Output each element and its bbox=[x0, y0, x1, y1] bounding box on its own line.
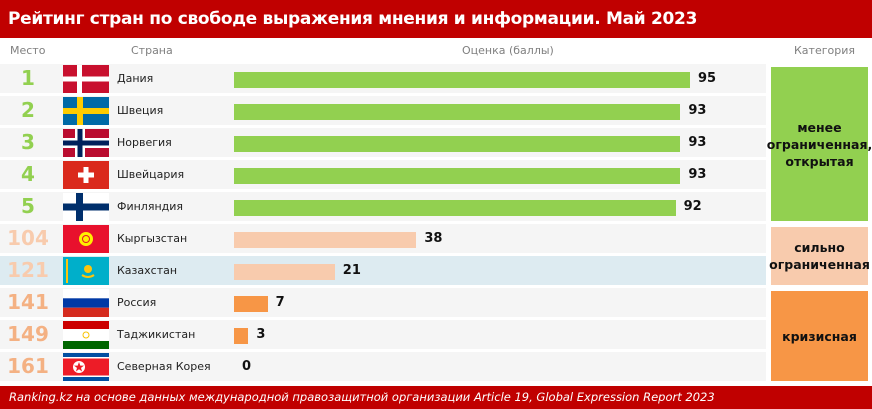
table-row: 149 Таджикистан 3 bbox=[0, 320, 766, 349]
table-row: 2 Швеция 93 bbox=[0, 96, 766, 125]
denmark-flag-icon bbox=[63, 65, 109, 93]
country-name: Россия bbox=[117, 296, 157, 309]
score-bar bbox=[234, 72, 690, 88]
header-rank: Место bbox=[10, 44, 46, 57]
country-name: Норвегия bbox=[117, 136, 172, 149]
country-name: Казахстан bbox=[117, 264, 178, 277]
switzerland-flag-icon bbox=[63, 161, 109, 189]
header-country: Страна bbox=[131, 44, 173, 57]
score-bar bbox=[234, 328, 249, 344]
sweden-flag-icon bbox=[63, 97, 109, 125]
score-value: 3 bbox=[256, 327, 266, 342]
russia-flag-icon bbox=[63, 289, 109, 317]
table-row: 5 Финляндия 92 bbox=[0, 192, 766, 221]
category-open: менее ограниченная, открытая bbox=[767, 67, 872, 221]
category-label: менее ограниченная, открытая bbox=[766, 119, 872, 169]
table-row: 1 Дания 95 bbox=[0, 64, 766, 93]
score-value: 95 bbox=[698, 71, 717, 86]
score-value: 93 bbox=[688, 135, 707, 150]
rank: 3 bbox=[21, 130, 35, 154]
country-name: Северная Корея bbox=[117, 360, 211, 373]
score-bar bbox=[234, 232, 417, 248]
rank: 104 bbox=[7, 226, 49, 250]
score-bar bbox=[234, 296, 268, 312]
header-category: Категория bbox=[794, 44, 855, 57]
page-title: Рейтинг стран по свободе выражения мнени… bbox=[0, 0, 872, 38]
rank: 1 bbox=[21, 66, 35, 90]
finland-flag-icon bbox=[63, 193, 109, 221]
table-row: 3 Норвегия 93 bbox=[0, 128, 766, 157]
score-value: 38 bbox=[424, 231, 443, 246]
score-bar bbox=[234, 104, 681, 120]
category-label: кризисная bbox=[782, 328, 857, 344]
country-name: Таджикистан bbox=[117, 328, 196, 341]
table-row: 161 Северная Корея 0 bbox=[0, 352, 766, 381]
country-name: Финляндия bbox=[117, 200, 184, 213]
country-name: Дания bbox=[117, 72, 154, 85]
table-row: 121 Казахстан 21 bbox=[0, 256, 766, 285]
score-value: 7 bbox=[275, 295, 285, 310]
score-bar bbox=[234, 264, 335, 280]
table-row: 104 Кыргызстан 38 bbox=[0, 224, 766, 253]
rank: 4 bbox=[21, 162, 35, 186]
country-name: Швеция bbox=[117, 104, 164, 117]
country-name: Кыргызстан bbox=[117, 232, 188, 245]
score-bar bbox=[234, 168, 681, 184]
tajikistan-flag-icon bbox=[63, 321, 109, 349]
country-name: Швейцария bbox=[117, 168, 185, 181]
category-label: сильно ограниченная bbox=[769, 240, 870, 272]
score-value: 93 bbox=[688, 103, 707, 118]
category-crisis: кризисная bbox=[771, 291, 868, 381]
category-restricted: сильно ограниченная bbox=[769, 227, 870, 285]
rank: 5 bbox=[21, 194, 35, 218]
kyrgyzstan-flag-icon bbox=[63, 225, 109, 253]
score-value: 93 bbox=[688, 167, 707, 182]
rank: 149 bbox=[7, 322, 49, 346]
score-value: 21 bbox=[342, 263, 361, 278]
rank: 121 bbox=[7, 258, 49, 282]
rank: 161 bbox=[7, 354, 49, 378]
footer-source: Ranking.kz на основе данных международно… bbox=[0, 386, 872, 409]
kazakhstan-flag-icon bbox=[63, 257, 109, 285]
score-bar bbox=[234, 136, 681, 152]
table-row: 141 Россия 7 bbox=[0, 288, 766, 317]
table-row: 4 Швейцария 93 bbox=[0, 160, 766, 189]
header-score: Оценка (баллы) bbox=[462, 44, 554, 57]
north-korea-flag-icon bbox=[63, 353, 109, 381]
score-value: 92 bbox=[683, 199, 702, 214]
score-value: 0 bbox=[242, 359, 252, 374]
norway-flag-icon bbox=[63, 129, 109, 157]
rank: 2 bbox=[21, 98, 35, 122]
rank: 141 bbox=[7, 290, 49, 314]
score-bar bbox=[234, 200, 676, 216]
